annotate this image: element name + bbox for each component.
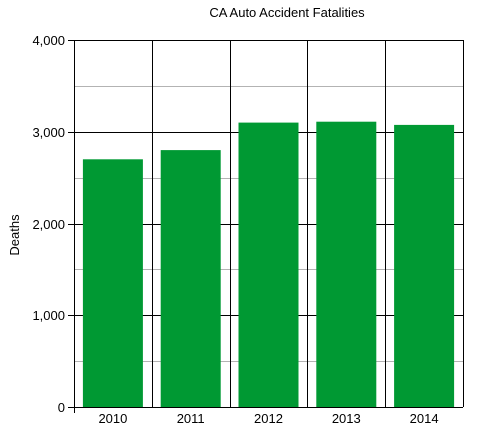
bar-2014 [394,124,455,408]
bar-2010 [82,159,143,407]
bar-2012 [238,122,299,407]
y-tick-label: 2,000 [32,217,65,232]
chart-title: CA Auto Accident Fatalities [209,5,365,20]
x-tick-label: 2011 [177,411,205,426]
bar-2013 [316,121,377,407]
x-tick-label: 2013 [332,411,361,426]
x-tick-label: 2012 [254,411,283,426]
x-tick-label: 2014 [410,411,439,426]
y-tick-label: 4,000 [32,33,65,48]
y-tick-label: 0 [58,400,65,415]
bar-2011 [160,150,221,407]
x-ticks: 2010 2011 2012 2013 2014 [98,411,438,426]
y-axis-label: Deaths [7,214,22,256]
x-tick-label: 2010 [98,411,127,426]
axes [68,40,463,413]
y-tick-label: 1,000 [32,308,65,323]
y-tick-label: 3,000 [32,125,65,140]
bars [82,121,455,408]
y-ticks: 0 1,000 2,000 3,000 4,000 [32,33,74,415]
